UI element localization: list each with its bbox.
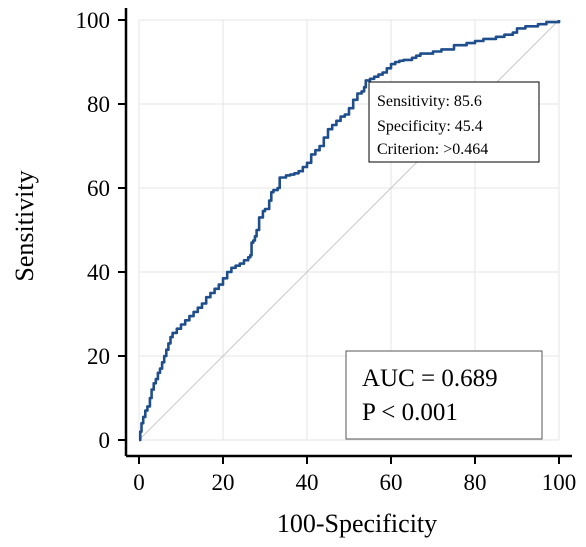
roc-curve-line — [138, 20, 561, 442]
operating-point-box: Sensitivity: 85.6 Specificity: 45.4 Crit… — [368, 81, 540, 163]
grid — [138, 19, 560, 441]
y-axis-ticks: 0 20 40 60 80 100 — [76, 8, 126, 453]
x-axis-ticks: 0 20 40 60 80 100 — [133, 456, 576, 495]
y-tick-label: 0 — [99, 428, 111, 453]
p-value-label: P < 0.001 — [362, 399, 458, 426]
x-tick-label: 20 — [212, 470, 235, 495]
specificity-annotation: Specificity: 45.4 — [377, 118, 483, 135]
y-tick-label: 80 — [87, 92, 110, 117]
criterion-annotation: Criterion: >0.464 — [377, 141, 488, 158]
sensitivity-annotation: Sensitivity: 85.6 — [377, 93, 482, 110]
y-tick-label: 40 — [87, 260, 110, 285]
y-axis-title: Sensitivity — [10, 170, 39, 281]
axes — [124, 8, 572, 458]
y-tick-label: 100 — [76, 8, 111, 33]
x-tick-label: 100 — [542, 470, 577, 495]
x-tick-label: 40 — [296, 470, 319, 495]
stats-box: AUC = 0.689 P < 0.001 — [345, 350, 543, 440]
y-tick-label: 60 — [87, 176, 110, 201]
x-axis-title: 100-Specificity — [277, 509, 437, 538]
y-tick-label: 20 — [87, 344, 110, 369]
auc-label: AUC = 0.689 — [362, 365, 498, 392]
x-tick-label: 60 — [380, 470, 403, 495]
x-tick-label: 80 — [464, 470, 487, 495]
x-tick-label: 0 — [133, 470, 145, 495]
